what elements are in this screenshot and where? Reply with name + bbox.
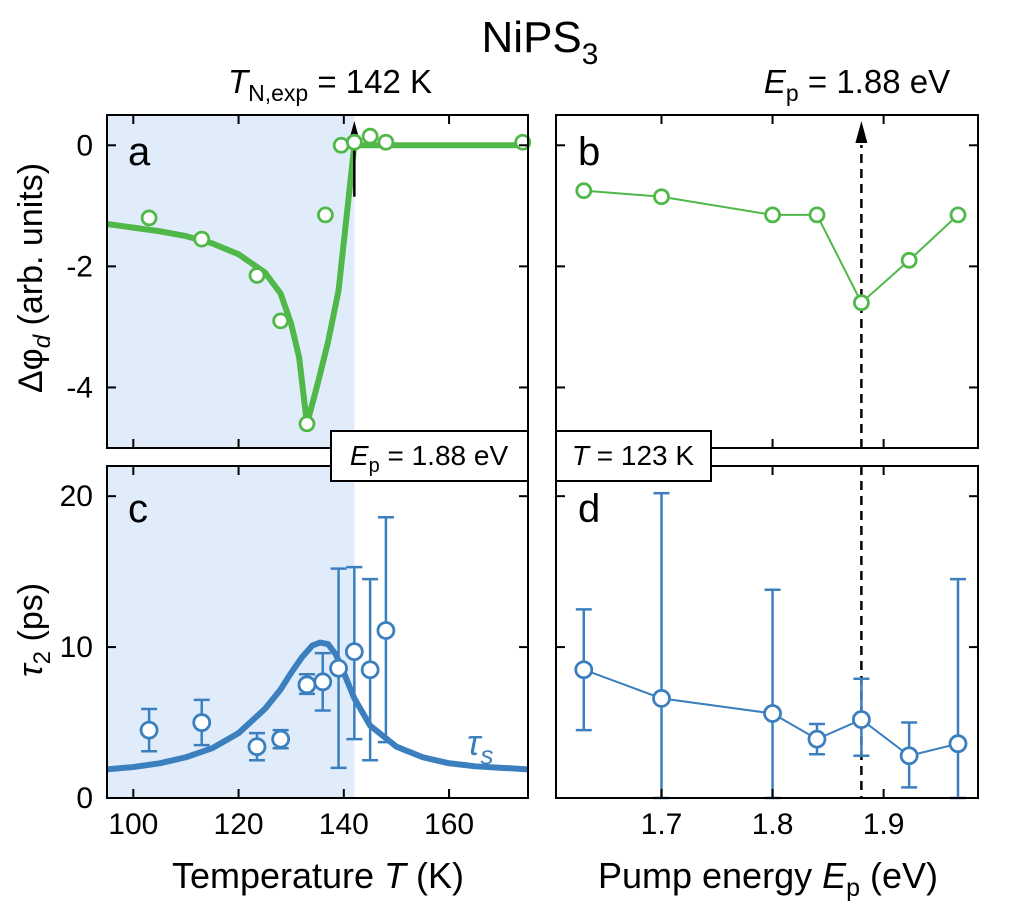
data-point-d bbox=[574, 660, 594, 680]
panel-letter-c: c bbox=[128, 487, 148, 531]
tau-s-label: τs bbox=[467, 722, 493, 770]
fit-curve-c bbox=[106, 639, 529, 773]
data-point-b bbox=[852, 294, 870, 312]
data-point-d bbox=[851, 710, 871, 729]
data-point-d bbox=[899, 746, 919, 766]
figure-title: NiPS3 bbox=[482, 13, 599, 71]
data-point-a bbox=[272, 312, 290, 330]
y-axis-label-top: Δφd (arb. units) bbox=[12, 163, 56, 393]
x-axis-label-left: Temperature T (K) bbox=[172, 855, 464, 896]
data-point-a bbox=[332, 136, 350, 154]
data-point-c bbox=[376, 621, 396, 640]
annotation-box-d-text: T = 123 K bbox=[572, 440, 695, 471]
x-tick-label-d: 1.7 bbox=[641, 808, 683, 841]
marker-arrowhead-b bbox=[855, 121, 868, 143]
data-point-a bbox=[377, 133, 395, 151]
panel-d: 1.7 1.8 1.9 bbox=[555, 465, 979, 841]
panel-letter-b: b bbox=[578, 130, 600, 174]
x-tick-label-c: 140 bbox=[319, 808, 369, 841]
panel-letter-d: d bbox=[578, 487, 600, 531]
data-point-b bbox=[575, 182, 593, 200]
panel-a: 0 -2 -4 bbox=[66, 114, 532, 449]
y-tick-label-c: 20 bbox=[60, 480, 93, 513]
data-point-c bbox=[139, 720, 159, 740]
y-tick-label-a: -2 bbox=[66, 250, 93, 283]
plot-frame-d bbox=[555, 465, 979, 799]
data-point-c bbox=[271, 729, 291, 749]
panel-c: 0 10 20 100 120 140 160 bbox=[60, 465, 529, 841]
data-point-a bbox=[361, 127, 379, 145]
data-point-c bbox=[247, 737, 267, 757]
plot-frame-c bbox=[106, 465, 529, 799]
data-point-b bbox=[949, 206, 967, 224]
x-tick-label-c: 160 bbox=[424, 808, 474, 841]
data-point-c bbox=[360, 660, 380, 680]
x-tick-label-c: 100 bbox=[108, 808, 158, 841]
annotation-box-c-text: Ep = 1.88 eV bbox=[350, 440, 509, 477]
plot-frame-b bbox=[555, 114, 979, 449]
plot-frame-a bbox=[106, 114, 529, 449]
data-point-c bbox=[329, 658, 348, 678]
data-point-c bbox=[192, 713, 212, 732]
data-point-b bbox=[900, 251, 918, 269]
data-point-c bbox=[313, 672, 333, 692]
data-point-a bbox=[140, 209, 158, 227]
annotation-box-d bbox=[555, 430, 712, 482]
y-tick-label-c: 0 bbox=[76, 782, 93, 815]
annotation-box-c bbox=[330, 430, 529, 482]
pump-energy-label: Ep = 1.88 eV bbox=[764, 63, 950, 106]
data-point-a bbox=[298, 415, 316, 433]
x-tick-label-d: 1.8 bbox=[752, 808, 794, 841]
panel-letter-a: a bbox=[128, 130, 151, 174]
x-tick-label-c: 120 bbox=[214, 808, 264, 841]
data-point-b bbox=[653, 188, 670, 206]
y-tick-label-a: -4 bbox=[66, 371, 93, 404]
y-tick-label-a: 0 bbox=[76, 129, 93, 162]
data-point-b bbox=[764, 206, 781, 224]
panel-b bbox=[555, 114, 979, 449]
data-point-d bbox=[948, 734, 968, 754]
data-point-c bbox=[344, 642, 364, 662]
neel-temperature-label: TN,exp = 142 K bbox=[228, 63, 432, 106]
data-point-b bbox=[808, 206, 826, 224]
data-point-c bbox=[297, 675, 317, 695]
x-axis-label-right: Pump energy Ep (eV) bbox=[598, 855, 938, 902]
data-point-a bbox=[345, 133, 363, 151]
data-point-d bbox=[763, 704, 782, 723]
y-tick-label-c: 10 bbox=[60, 631, 93, 664]
data-point-a bbox=[248, 267, 266, 284]
data-point-a bbox=[316, 206, 334, 224]
data-point-a bbox=[193, 230, 211, 248]
y-axis-label-bottom: τ2 (ps) bbox=[12, 583, 56, 677]
x-tick-label-d: 1.9 bbox=[863, 808, 905, 841]
data-point-d bbox=[652, 689, 671, 708]
data-point-d bbox=[807, 729, 827, 749]
